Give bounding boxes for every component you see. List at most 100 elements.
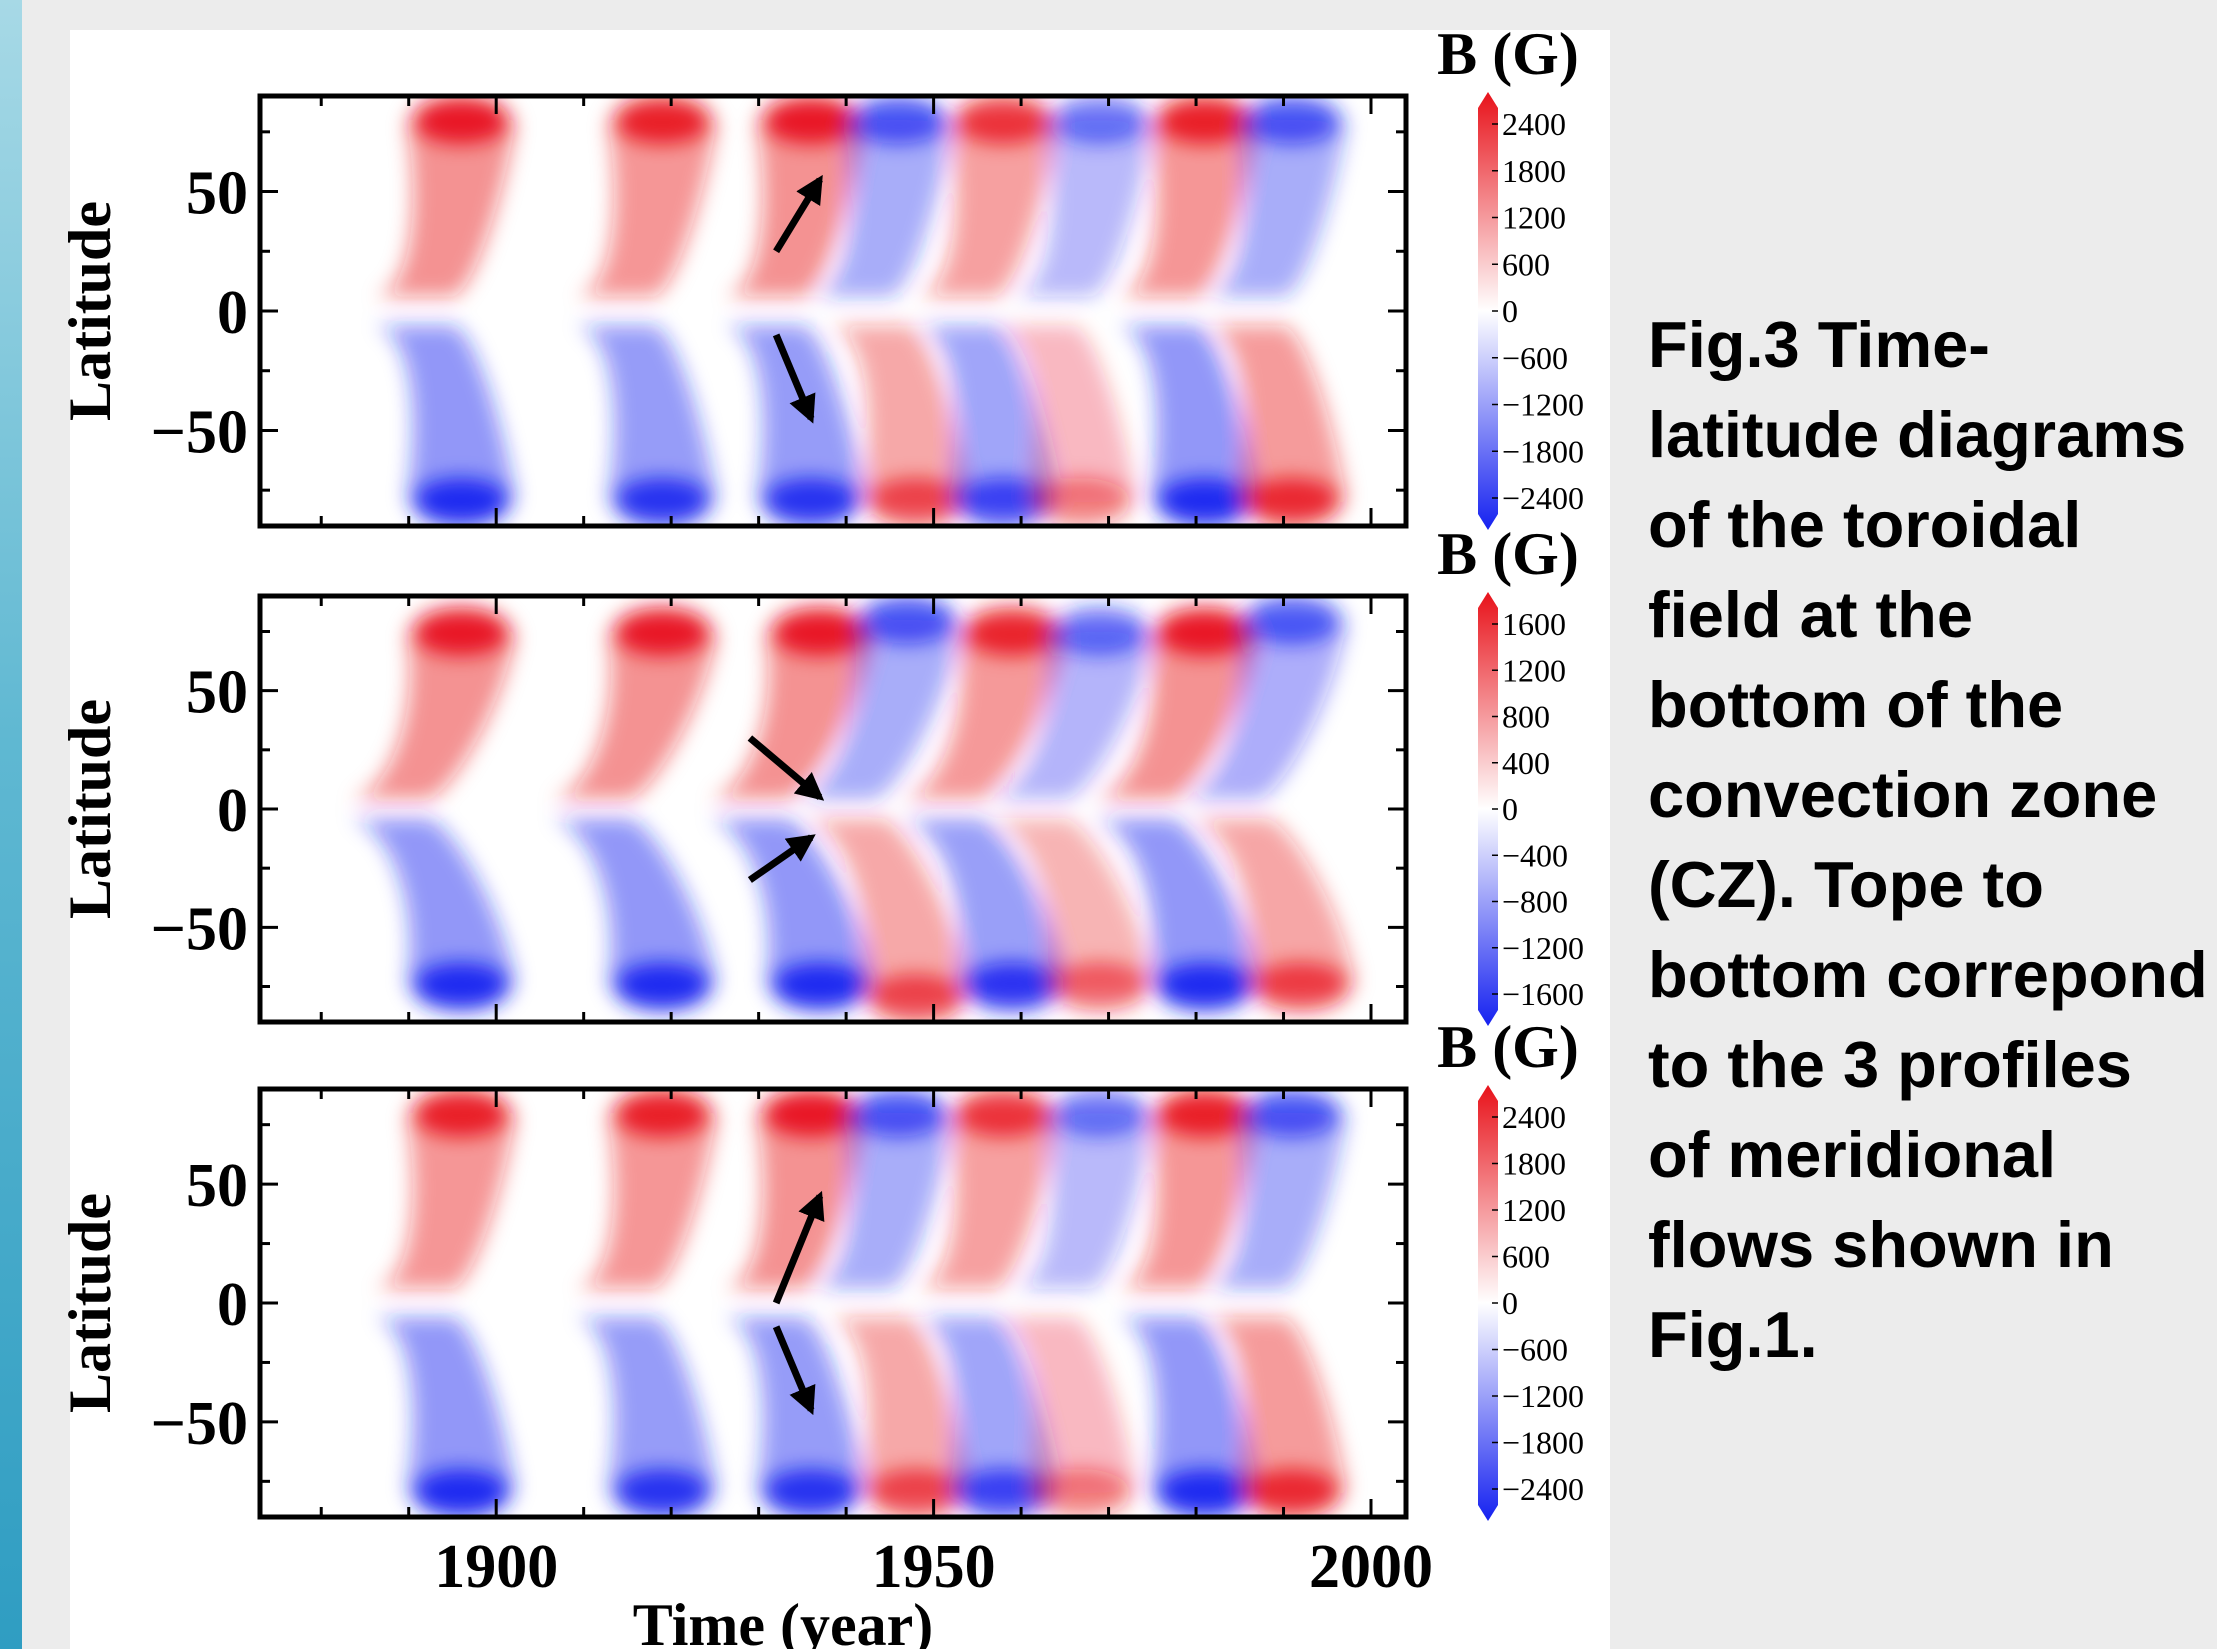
polar-peak [859, 596, 956, 644]
field-band [1114, 119, 1260, 297]
polar-peak [1244, 596, 1341, 644]
migration-arrow [772, 1325, 816, 1416]
colorbar-label: 1600 [1502, 606, 1566, 642]
colorbar-label: −600 [1502, 1332, 1568, 1368]
x-tick-label: 2000 [1309, 1533, 1433, 1601]
field-band [346, 818, 517, 987]
colorbar-label: 1200 [1502, 1192, 1566, 1228]
colorbar-label: 2400 [1502, 106, 1566, 142]
field-band [826, 1317, 972, 1494]
field-band [792, 619, 963, 800]
field-band [1186, 818, 1357, 987]
field-band [992, 1317, 1138, 1494]
y-axis-label: Latitude [57, 201, 123, 421]
field-band [572, 119, 718, 297]
polar-peak [614, 607, 711, 656]
colorbar-title: B (G) [1437, 21, 1579, 87]
field-band [992, 325, 1138, 503]
colorbar-label: 600 [1502, 246, 1550, 282]
field-band [346, 631, 517, 800]
field-band [1202, 119, 1348, 297]
field-band [704, 818, 875, 987]
polar-peak [1051, 1089, 1148, 1137]
colorbar-label: −800 [1502, 884, 1568, 920]
field-band [1114, 1112, 1260, 1289]
polar-peak [614, 96, 711, 144]
polar-peak [771, 607, 868, 656]
colorbar [1478, 1085, 1498, 1521]
field-band [897, 631, 1068, 800]
field-band [1089, 631, 1260, 800]
field-layer [371, 1089, 1348, 1517]
polar-peak [1156, 962, 1253, 1011]
field-band [371, 1112, 517, 1289]
migration-arrow [747, 735, 825, 801]
y-tick-label: 0 [217, 777, 248, 845]
migration-arrow [773, 174, 823, 254]
colorbar-label: 1800 [1502, 153, 1566, 189]
field-band [704, 631, 875, 800]
chart-panel-3: 50 0 −50 Latitude 1900 1950 2000 Time (year) 240… [57, 1014, 1584, 1649]
x-tick-label: 1900 [434, 1533, 558, 1601]
chart-panel-1: 50 0 −50 Latitude 2400 1800 1200 600 0 −600 −1200 −… [57, 21, 1584, 530]
polar-peak [413, 962, 510, 1011]
polar-peak [868, 478, 965, 526]
x-tick-label: 1950 [872, 1533, 996, 1601]
colorbar-label: −1800 [1502, 433, 1584, 469]
colorbar-label: 1800 [1502, 1146, 1566, 1182]
polar-peak [413, 607, 510, 656]
colorbar-label: −1600 [1502, 976, 1584, 1012]
field-band [1089, 818, 1260, 987]
colorbar-label: −2400 [1502, 1471, 1584, 1507]
y-axis-label: Latitude [57, 699, 123, 919]
field-band [1202, 1112, 1348, 1289]
polar-peak [1244, 1089, 1341, 1137]
field-band [984, 818, 1155, 987]
polar-peak [1156, 607, 1253, 656]
polar-peak [1253, 962, 1350, 1011]
field-band [913, 1112, 1059, 1289]
field-band [808, 1112, 954, 1289]
field-band [547, 631, 718, 800]
polar-peak [1156, 96, 1253, 144]
colorbar-title: B (G) [1437, 1014, 1579, 1080]
polar-peak [1244, 478, 1341, 526]
y-tick-label: −50 [151, 398, 248, 466]
y-tick-label: −50 [151, 1390, 248, 1458]
colorbar-label: 0 [1502, 293, 1518, 329]
migration-arrow [772, 1190, 825, 1305]
y-tick-label: 0 [217, 279, 248, 347]
colorbar-title: B (G) [1437, 521, 1579, 587]
field-band [826, 325, 972, 503]
polar-peak [614, 1089, 711, 1137]
colorbar-label: 2400 [1502, 1099, 1566, 1135]
colorbar-label: 0 [1502, 1285, 1518, 1321]
polar-peak [763, 478, 860, 526]
field-band [721, 1112, 867, 1289]
colorbar-label: −2400 [1502, 480, 1584, 516]
field-band [913, 119, 1059, 297]
field-band [572, 325, 718, 503]
colorbar-label: −1200 [1502, 930, 1584, 966]
field-band [1202, 1317, 1348, 1494]
field-band [1114, 1317, 1260, 1494]
polar-peak [763, 1089, 860, 1137]
polar-peak [1156, 1469, 1253, 1517]
colorbar-label: −1200 [1502, 1378, 1584, 1414]
x-axis-label: Time (year) [633, 1592, 933, 1649]
polar-peak [1051, 962, 1148, 1011]
field-band [572, 1317, 718, 1494]
accent-strip [0, 0, 22, 1649]
colorbar-label: 600 [1502, 1239, 1550, 1275]
field-band [721, 119, 867, 297]
field-band [808, 119, 954, 297]
field-band [897, 818, 1068, 987]
polar-peak [964, 962, 1061, 1011]
y-axis-label: Latitude [57, 1193, 123, 1413]
field-band [913, 1317, 1059, 1494]
polar-peak [1156, 478, 1253, 526]
field-band [1114, 325, 1260, 503]
colorbar-label: −1200 [1502, 387, 1584, 423]
colorbar-label: −1800 [1502, 1425, 1584, 1461]
